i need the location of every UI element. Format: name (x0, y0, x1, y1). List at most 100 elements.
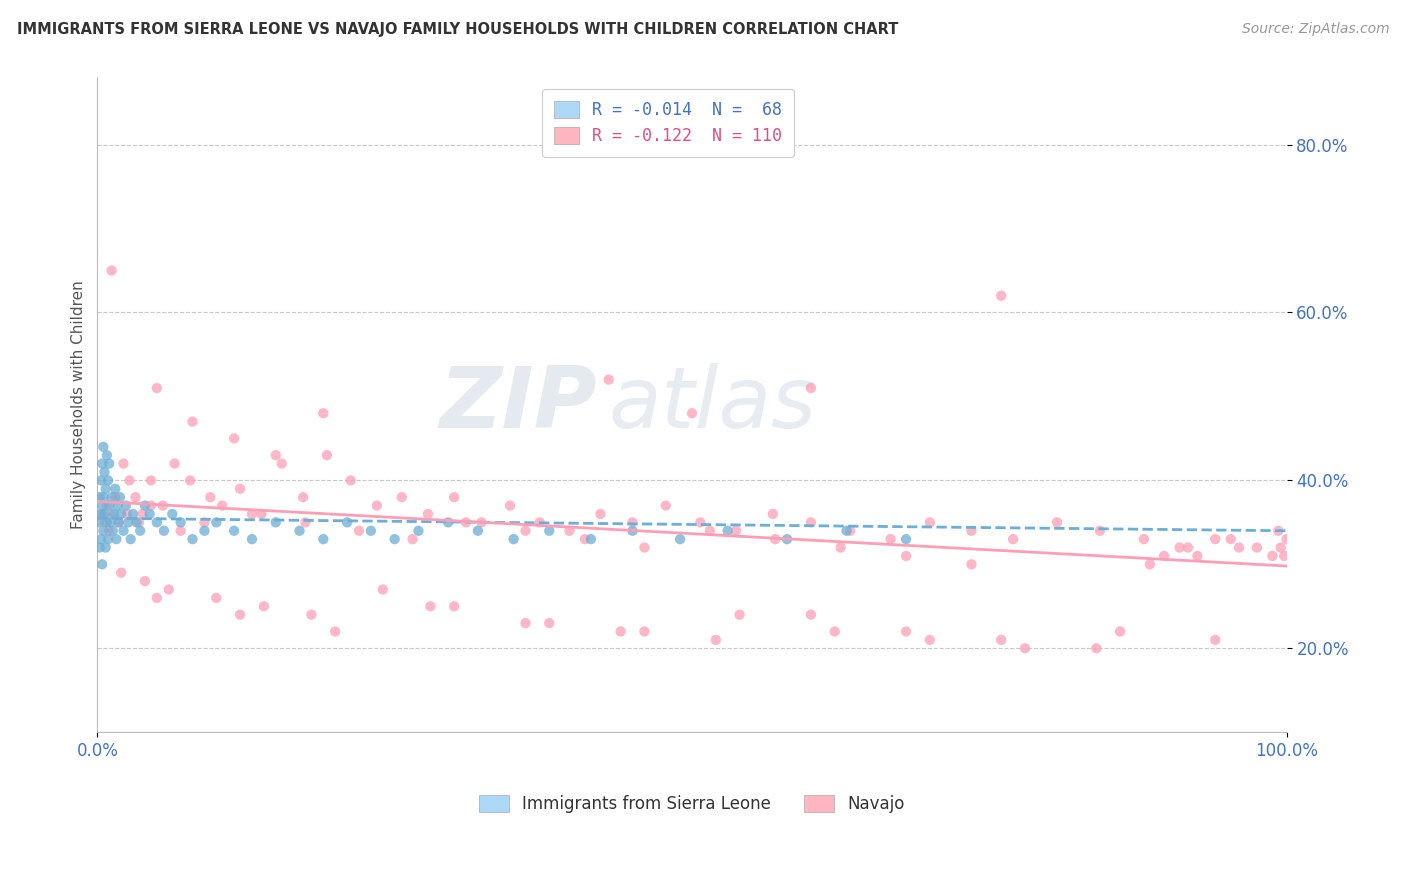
Point (1227, 541, 1250, 555)
Point (1046, 516, 1069, 530)
Point (800, 516, 823, 530)
Point (763, 532, 786, 546)
Point (315, 448, 337, 462)
Point (117, 516, 139, 530)
Point (1272, 549, 1295, 563)
Point (292, 490, 315, 504)
Point (515, 616, 537, 631)
Point (100, 490, 122, 504)
Point (103, 507, 125, 521)
Point (621, 516, 644, 530)
Point (371, 582, 394, 597)
Point (169, 524, 191, 538)
Point (360, 524, 382, 538)
Point (502, 532, 524, 546)
Point (157, 582, 180, 597)
Point (211, 499, 233, 513)
Point (146, 381, 169, 395)
Point (90, 474, 112, 488)
Point (408, 524, 430, 538)
Point (115, 499, 138, 513)
Point (960, 558, 983, 572)
Point (128, 516, 150, 530)
Point (835, 524, 858, 538)
Point (101, 524, 124, 538)
Point (105, 532, 128, 546)
Point (200, 490, 222, 504)
Point (139, 499, 162, 513)
Point (91, 507, 114, 521)
Point (401, 532, 423, 546)
Point (470, 516, 492, 530)
Point (224, 524, 246, 538)
Point (1246, 541, 1268, 555)
Point (134, 574, 156, 588)
Point (120, 532, 142, 546)
Point (294, 516, 316, 530)
Point (776, 532, 799, 546)
Point (89, 490, 111, 504)
Point (589, 507, 612, 521)
Point (1133, 532, 1156, 546)
Point (724, 524, 747, 538)
Point (598, 373, 620, 387)
Point (538, 524, 561, 538)
Point (467, 524, 489, 538)
Point (98, 524, 121, 538)
Legend: Immigrants from Sierra Leone, Navajo: Immigrants from Sierra Leone, Navajo (471, 787, 914, 822)
Point (94, 482, 117, 496)
Point (91, 524, 114, 538)
Point (90, 507, 112, 521)
Point (169, 516, 191, 530)
Point (1267, 524, 1289, 538)
Point (107, 516, 129, 530)
Point (366, 499, 388, 513)
Point (443, 599, 465, 614)
Point (146, 591, 169, 605)
Point (138, 507, 160, 521)
Point (253, 599, 276, 614)
Point (153, 524, 176, 538)
Point (824, 624, 846, 639)
Point (728, 607, 751, 622)
Point (93, 516, 115, 530)
Point (1219, 532, 1241, 546)
Point (579, 532, 602, 546)
Point (879, 532, 901, 546)
Point (224, 431, 246, 445)
Point (93, 465, 115, 479)
Point (91, 499, 114, 513)
Point (129, 524, 152, 538)
Point (94, 541, 117, 555)
Point (990, 632, 1012, 647)
Point (240, 507, 263, 521)
Point (163, 457, 186, 471)
Point (323, 624, 346, 639)
Point (717, 524, 740, 538)
Point (1109, 624, 1132, 639)
Point (205, 591, 228, 605)
Point (416, 507, 439, 521)
Point (118, 474, 141, 488)
Point (839, 524, 862, 538)
Point (699, 524, 721, 538)
Point (122, 507, 145, 521)
Point (1153, 549, 1175, 563)
Text: Source: ZipAtlas.com: Source: ZipAtlas.com (1241, 22, 1389, 37)
Point (894, 624, 917, 639)
Point (104, 490, 127, 504)
Text: atlas: atlas (609, 363, 817, 446)
Point (704, 632, 727, 647)
Point (181, 532, 204, 546)
Point (100, 516, 122, 530)
Point (104, 482, 127, 496)
Point (529, 516, 551, 530)
Point (229, 607, 252, 622)
Point (250, 507, 273, 521)
Y-axis label: Family Households with Children: Family Households with Children (72, 280, 86, 529)
Point (110, 507, 132, 521)
Point (1085, 641, 1108, 656)
Point (515, 524, 537, 538)
Point (89, 541, 111, 555)
Point (134, 499, 156, 513)
